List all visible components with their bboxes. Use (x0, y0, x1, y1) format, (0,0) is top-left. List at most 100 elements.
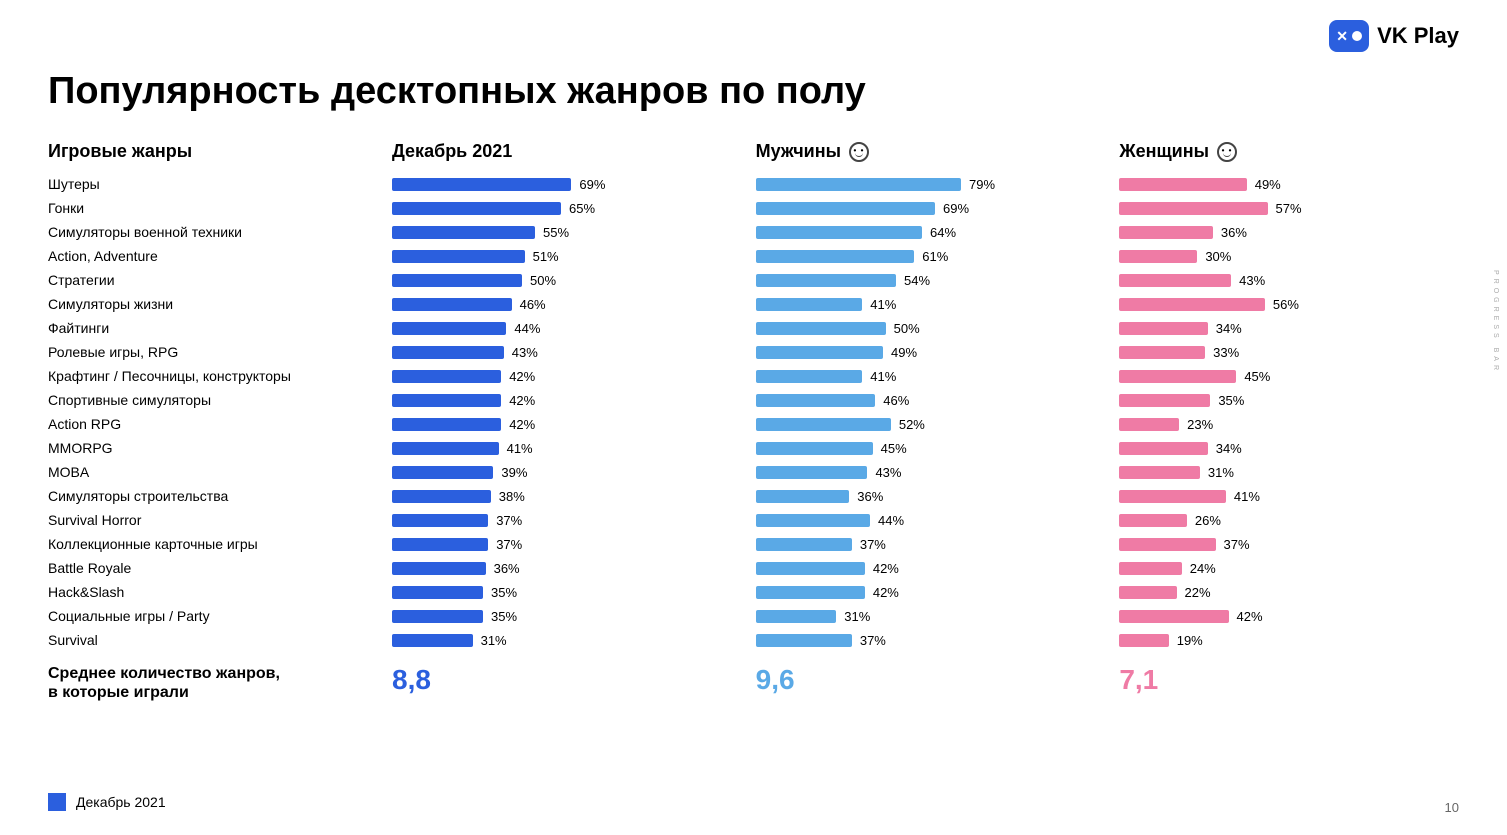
genre-label: Survival (48, 628, 368, 652)
bar-value-men: 44% (878, 513, 904, 528)
bar-value-total: 38% (499, 489, 525, 504)
male-face-icon (849, 142, 869, 162)
bar-row-women: 35% (1119, 388, 1459, 412)
header-women-label: Женщины (1119, 141, 1209, 162)
bar-row-men: 44% (756, 508, 1096, 532)
genre-label: Hack&Slash (48, 580, 368, 604)
bar-row-total: 44% (392, 316, 732, 340)
bar-row-men: 37% (756, 532, 1096, 556)
bar-value-women: 42% (1237, 609, 1263, 624)
bar-women (1119, 418, 1179, 431)
bar-men (756, 226, 922, 239)
bar-total (392, 250, 525, 263)
bar-row-men: 43% (756, 460, 1096, 484)
genre-label: Симуляторы строительства (48, 484, 368, 508)
bar-women (1119, 226, 1213, 239)
bar-value-women: 45% (1244, 369, 1270, 384)
bar-value-men: 42% (873, 585, 899, 600)
bar-row-women: 37% (1119, 532, 1459, 556)
bar-value-total: 46% (520, 297, 546, 312)
bar-row-men: 42% (756, 556, 1096, 580)
bar-value-men: 50% (894, 321, 920, 336)
bar-row-total: 37% (392, 532, 732, 556)
bar-women (1119, 394, 1210, 407)
bar-value-women: 22% (1185, 585, 1211, 600)
bar-value-men: 42% (873, 561, 899, 576)
bar-value-women: 36% (1221, 225, 1247, 240)
bar-men (756, 490, 850, 503)
bar-value-total: 42% (509, 417, 535, 432)
legend-label: Декабрь 2021 (76, 794, 166, 810)
bar-row-women: 31% (1119, 460, 1459, 484)
bar-value-men: 43% (875, 465, 901, 480)
page-title: Популярность десктопных жанров по полу (48, 70, 1459, 113)
summary-value-men: 9,6 (756, 664, 1096, 702)
header-genres: Игровые жанры (48, 141, 368, 162)
bar-value-total: 42% (509, 393, 535, 408)
bar-men (756, 346, 883, 359)
bar-row-total: 41% (392, 436, 732, 460)
bar-men (756, 370, 863, 383)
genre-label: Социальные игры / Party (48, 604, 368, 628)
bar-value-men: 41% (870, 369, 896, 384)
bar-row-total: 51% (392, 244, 732, 268)
bar-value-women: 31% (1208, 465, 1234, 480)
bar-value-women: 37% (1224, 537, 1250, 552)
genre-label: Симуляторы жизни (48, 292, 368, 316)
bar-women (1119, 178, 1246, 191)
bar-value-men: 69% (943, 201, 969, 216)
female-face-icon (1217, 142, 1237, 162)
bar-row-women: 56% (1119, 292, 1459, 316)
bar-men (756, 418, 891, 431)
bar-row-total: 55% (392, 220, 732, 244)
bar-value-men: 37% (860, 537, 886, 552)
genre-label: Гонки (48, 196, 368, 220)
bar-total (392, 274, 522, 287)
bar-value-men: 49% (891, 345, 917, 360)
side-progress-text: PROGRESS BAR (1492, 270, 1499, 374)
bar-row-men: 52% (756, 412, 1096, 436)
genre-label: Ролевые игры, RPG (48, 340, 368, 364)
bar-row-women: 57% (1119, 196, 1459, 220)
bar-row-women: 41% (1119, 484, 1459, 508)
bar-row-men: 50% (756, 316, 1096, 340)
bar-total (392, 394, 501, 407)
bar-row-women: 49% (1119, 172, 1459, 196)
bar-row-men: 69% (756, 196, 1096, 220)
summary-value-total: 8,8 (392, 664, 732, 702)
bar-value-total: 31% (481, 633, 507, 648)
bar-value-men: 46% (883, 393, 909, 408)
bar-row-men: 41% (756, 292, 1096, 316)
bar-women (1119, 634, 1168, 647)
bar-row-total: 37% (392, 508, 732, 532)
bar-row-total: 65% (392, 196, 732, 220)
genre-label: MMORPG (48, 436, 368, 460)
bar-men (756, 538, 852, 551)
bar-value-men: 36% (857, 489, 883, 504)
bar-row-men: 42% (756, 580, 1096, 604)
bar-men (756, 250, 915, 263)
bar-total (392, 562, 486, 575)
genre-label: Шутеры (48, 172, 368, 196)
bar-total (392, 178, 571, 191)
genre-label: Файтинги (48, 316, 368, 340)
genre-label: Battle Royale (48, 556, 368, 580)
bar-row-total: 38% (392, 484, 732, 508)
bar-women (1119, 466, 1200, 479)
bar-row-women: 24% (1119, 556, 1459, 580)
bar-value-total: 37% (496, 537, 522, 552)
bar-row-men: 49% (756, 340, 1096, 364)
bar-men (756, 634, 852, 647)
bar-row-women: 30% (1119, 244, 1459, 268)
bar-value-women: 35% (1218, 393, 1244, 408)
bar-row-men: 61% (756, 244, 1096, 268)
bar-row-total: 50% (392, 268, 732, 292)
bar-value-men: 41% (870, 297, 896, 312)
genre-label: Крафтинг / Песочницы, конструкторы (48, 364, 368, 388)
bar-value-total: 65% (569, 201, 595, 216)
bar-total (392, 202, 561, 215)
bar-total (392, 346, 504, 359)
bar-value-total: 51% (533, 249, 559, 264)
bar-total (392, 610, 483, 623)
bar-total (392, 418, 501, 431)
